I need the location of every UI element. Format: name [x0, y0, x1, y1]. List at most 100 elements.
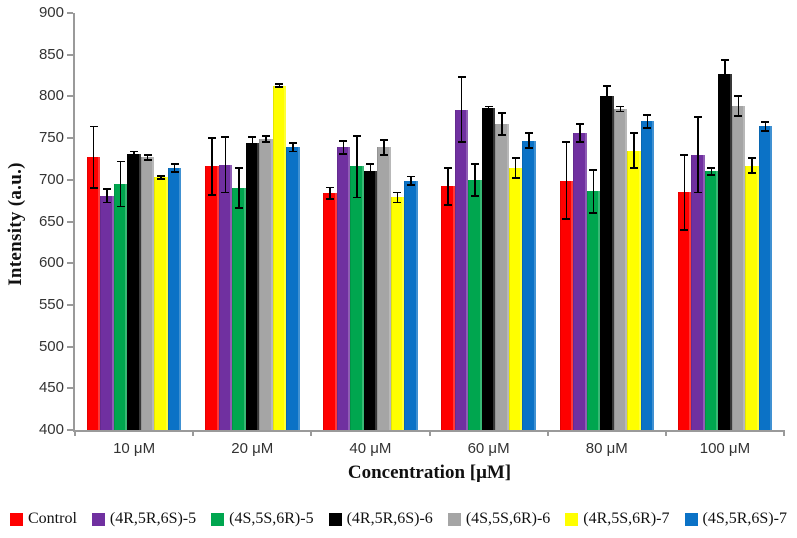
y-tick-mark	[67, 178, 73, 181]
error-bar-cap-top	[629, 132, 638, 135]
bar-4s5r6s7-4	[522, 140, 536, 430]
error-bar	[329, 187, 331, 199]
error-bar	[265, 135, 267, 143]
bar-4r5r6s6-3	[363, 171, 378, 430]
error-bar-cap-bottom	[339, 153, 348, 155]
y-tick-mark	[67, 220, 73, 223]
y-tick-label: 700	[38, 170, 64, 188]
error-bar-cap-bottom	[103, 201, 112, 204]
error-bar-cap-top	[275, 83, 284, 85]
error-bar-cap-bottom	[707, 173, 716, 176]
error-bar-cap-bottom	[589, 212, 598, 215]
error-bar-cap-top	[393, 191, 402, 194]
legend: Control (4R,5R,6S)-5 (4S,5S,6R)-5 (4R,5R,6S…	[0, 506, 797, 532]
legend-label: (4S,5S,6R)-5	[229, 510, 314, 527]
error-bar	[278, 83, 280, 88]
bar-4r5r6s6-2	[245, 143, 259, 430]
error-bar-cap-top	[602, 84, 611, 87]
bar-4s5s6r6-3	[377, 147, 391, 430]
error-bar-cap-top	[89, 125, 98, 128]
error-bar-cap-bottom	[116, 205, 125, 208]
bar-4s5s6r6-1	[140, 157, 155, 430]
error-bar-cap-top	[157, 174, 166, 177]
error-bar-cap-bottom	[562, 218, 571, 220]
error-bar-cap-top	[444, 167, 453, 170]
x-tick-mark	[428, 430, 431, 436]
error-bar	[251, 137, 253, 149]
bar-4r5s6r7-6	[745, 165, 759, 430]
error-bar	[383, 139, 385, 155]
error-bar-cap-top	[130, 150, 139, 153]
error-bar	[447, 168, 449, 205]
y-tick-mark	[67, 262, 73, 265]
error-bar-cap-bottom	[498, 133, 507, 136]
bar-4s5s6r5-6	[704, 171, 719, 430]
y-tick-mark	[67, 345, 73, 348]
legend-item-4s5s6r5: (4S,5S,6R)-5	[211, 510, 314, 528]
error-bar	[133, 151, 135, 157]
y-tick-mark	[67, 137, 73, 140]
legend-item-4s5r6s7: (4S,5R,6S)-7	[684, 510, 787, 528]
error-bar	[619, 106, 621, 112]
error-bar	[224, 137, 226, 193]
error-bar	[92, 126, 95, 189]
error-bar	[565, 142, 567, 219]
y-tick-mark	[67, 429, 73, 431]
error-bar	[683, 154, 686, 230]
y-tick-label: 850	[38, 45, 64, 63]
error-bar-cap-bottom	[525, 147, 534, 150]
error-bar	[751, 158, 753, 174]
error-bar-cap-top	[248, 136, 257, 139]
error-bar-cap-top	[693, 116, 702, 119]
error-bar	[606, 85, 608, 108]
error-bar	[460, 77, 463, 143]
bar-4s5r6s7-6	[758, 126, 773, 430]
error-bar	[356, 135, 358, 198]
bar-4r5s6r7-1	[154, 177, 168, 430]
error-bar-cap-bottom	[484, 108, 493, 111]
error-bar-cap-bottom	[275, 86, 284, 89]
error-bar-cap-top	[498, 112, 507, 115]
legend-swatch-icon	[328, 512, 342, 526]
y-tick-label: 600	[38, 254, 64, 272]
error-bar	[737, 95, 740, 116]
error-bar-cap-bottom	[248, 148, 257, 150]
x-tick-mark	[310, 430, 313, 436]
error-bar-cap-bottom	[352, 196, 361, 199]
bar-control-6	[677, 192, 692, 430]
bar-4s5s6r5-5	[586, 191, 600, 430]
bar-4s5s6r6-2	[259, 138, 273, 430]
error-bar-cap-bottom	[130, 155, 139, 158]
bar-4r5r6s5-6	[691, 154, 705, 430]
x-tick-mark	[546, 430, 549, 436]
bar-4s5s6r5-1	[113, 183, 128, 430]
error-bar-cap-bottom	[693, 191, 702, 194]
error-bar-cap-bottom	[406, 184, 415, 186]
bar-4r5s6r7-4	[508, 168, 523, 430]
error-bar-cap-bottom	[511, 177, 520, 180]
error-bar-cap-top	[221, 136, 230, 139]
error-bar	[697, 117, 699, 193]
legend-label: Control	[28, 510, 77, 527]
error-bar-cap-top	[143, 153, 152, 156]
legend-item-4r5r6s6: (4R,5R,6S)-6	[328, 510, 433, 528]
error-bar-cap-bottom	[288, 150, 297, 153]
error-bar	[487, 106, 490, 110]
bar-4s5s6r6-5	[613, 108, 627, 430]
bar-control-3	[323, 193, 337, 430]
error-bar-cap-top	[207, 137, 216, 140]
bar-4r5r6s6-6	[718, 73, 732, 430]
y-tick-label: 500	[38, 337, 64, 355]
y-tick-mark	[67, 303, 73, 306]
legend-swatch-icon	[91, 512, 105, 526]
bar-4s5s6r5-3	[350, 166, 364, 430]
error-bar	[396, 192, 399, 203]
error-bar-cap-top	[511, 157, 520, 160]
bar-4r5r6s5-3	[336, 147, 351, 430]
error-bar-cap-top	[457, 76, 466, 79]
y-tick-label: 450	[38, 379, 64, 397]
y-tick-mark	[67, 95, 73, 98]
legend-swatch-icon	[447, 512, 461, 526]
error-bar	[501, 113, 503, 135]
